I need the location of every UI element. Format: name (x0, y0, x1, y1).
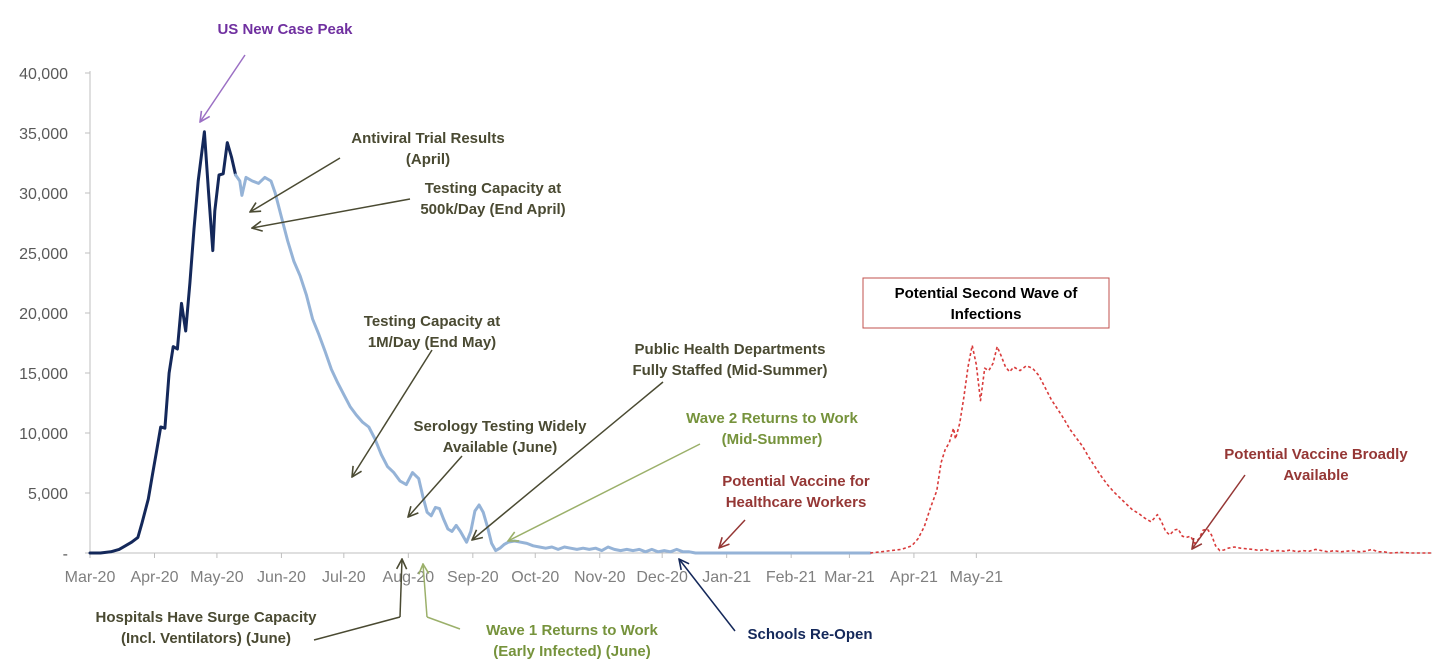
annotation-wave1: Wave 1 Returns to Work (Early Infected) (… (423, 564, 659, 660)
axes: - 5,000 10,000 15,000 20,000 25,000 30,000 35,0… (19, 66, 1432, 586)
annotation-line: Testing Capacity at (364, 313, 500, 330)
annotation-text: Testing Capacity at 1M/Day (End May) (364, 313, 500, 351)
annotation-arrow (1192, 474, 1246, 549)
y-tick-label: 30,000 (19, 186, 68, 203)
x-tick-label: May-21 (950, 569, 1003, 586)
annotation-public-health: Public Health Departments Fully Staffed (… (472, 341, 828, 540)
series-actual (88, 130, 238, 555)
series-layer (88, 130, 1432, 555)
annotation-text: Hospitals Have Surge Capacity (Incl. Vent… (96, 609, 318, 647)
x-tick-label: Mar-21 (824, 569, 875, 586)
x-tick-label: Jan-21 (702, 569, 751, 586)
annotation-line: Public Health Departments (635, 341, 826, 358)
annotation-text: Serology Testing Widely Available (June) (414, 418, 588, 456)
annotation-arrow (252, 198, 411, 228)
annotation-text: Potential Vaccine Broadly Available (1224, 446, 1408, 484)
annotation-line: Available (1283, 467, 1348, 484)
annotation-line: Potential Second Wave of (895, 285, 1079, 302)
annotation-vaccine-broad: Potential Vaccine Broadly Available (1192, 446, 1408, 549)
annotation-text: Potential Vaccine for Healthcare Workers (722, 473, 870, 511)
annotation-line: Available (June) (443, 439, 557, 456)
annotation-vaccine-hcw: Potential Vaccine for Healthcare Workers (719, 473, 870, 548)
annotation-line: Testing Capacity at (425, 180, 561, 197)
annotation-box (862, 277, 1110, 329)
x-tick-label: Apr-21 (890, 569, 938, 586)
annotation-arrow (250, 157, 341, 212)
annotation-arrow (679, 559, 736, 632)
annotation-arrow (719, 519, 746, 548)
annotation-testing-500k: Testing Capacity at 500k/Day (End April) (252, 180, 566, 228)
annotation-line: Wave 1 Returns to Work (486, 622, 658, 639)
annotation-second-wave: Potential Second Wave of Infections (862, 277, 1110, 329)
annotation-line: US New Case Peak (217, 21, 353, 38)
annotation-line: Healthcare Workers (726, 494, 867, 511)
annotation-line: 1M/Day (End May) (368, 334, 496, 351)
annotation-text: Schools Re-Open (747, 626, 872, 643)
x-tick-label: Nov-20 (574, 569, 626, 586)
x-tick-label: Mar-20 (65, 569, 116, 586)
y-tick-label: 10,000 (19, 426, 68, 443)
annotation-wave2: Wave 2 Returns to Work (Mid-Summer) (508, 410, 859, 541)
series-projected (234, 173, 872, 555)
annotation-arrow (472, 381, 664, 540)
annotation-text: Antiviral Trial Results (April) (351, 130, 504, 168)
x-tick-label: Sep-20 (447, 569, 499, 586)
annotation-line: (Early Infected) (June) (493, 643, 651, 660)
annotation-arrow (200, 54, 246, 122)
annotation-line: Wave 2 Returns to Work (686, 410, 858, 427)
x-tick-label: Aug-20 (383, 569, 435, 586)
annotation-arrow (352, 349, 433, 477)
annotation-text: Wave 2 Returns to Work (Mid-Summer) (686, 410, 858, 448)
annotation-line: Potential Vaccine Broadly (1224, 446, 1408, 463)
annotation-line: Potential Vaccine for (722, 473, 870, 490)
x-tick-label: Oct-20 (511, 569, 559, 586)
annotation-text: US New Case Peak (217, 21, 353, 38)
annotation-line: Schools Re-Open (747, 626, 872, 643)
x-tick-label: Jul-20 (322, 569, 366, 586)
annotation-testing-1m: Testing Capacity at 1M/Day (End May) (352, 313, 500, 477)
y-tick-label: 15,000 (19, 366, 68, 383)
x-tick-label: Jun-20 (257, 569, 306, 586)
y-tick-label: 40,000 (19, 66, 68, 83)
annotation-hospitals: Hospitals Have Surge Capacity (Incl. Vent… (96, 559, 402, 647)
annotation-arrow (423, 564, 427, 618)
annotation-line: 500k/Day (End April) (420, 201, 565, 218)
annotation-line: (Incl. Ventilators) (June) (121, 630, 291, 647)
annotation-line: (Mid-Summer) (722, 431, 823, 448)
annotation-serology: Serology Testing Widely Available (June) (408, 418, 587, 517)
annotation-arrow (313, 616, 401, 641)
annotation-arrow (400, 559, 402, 618)
y-tick-label: 35,000 (19, 126, 68, 143)
annotation-text: Testing Capacity at 500k/Day (End April) (420, 180, 565, 218)
series-second-wave (870, 344, 1432, 554)
x-tick-label: May-20 (190, 569, 243, 586)
y-tick-label: 20,000 (19, 306, 68, 323)
annotation-line: Serology Testing Widely (414, 418, 588, 435)
annotation-text: Public Health Departments Fully Staffed (… (632, 341, 827, 379)
annotation-line: Antiviral Trial Results (351, 130, 504, 147)
annotation-line: (April) (406, 151, 450, 168)
x-tick-label: Apr-20 (130, 569, 178, 586)
x-tick-label: Dec-20 (636, 569, 688, 586)
annotation-line: Fully Staffed (Mid-Summer) (632, 362, 827, 379)
annotation-arrow (508, 443, 701, 541)
y-tick-label: 5,000 (28, 486, 68, 503)
y-tick-label: 25,000 (19, 246, 68, 263)
annotation-layer: US New Case Peak Antiviral Trial Results (… (96, 21, 1409, 660)
annotation-arrow (426, 616, 461, 630)
annotation-antiviral: Antiviral Trial Results (April) (250, 130, 505, 212)
annotation-text: Potential Second Wave of Infections (895, 285, 1079, 323)
annotation-text: Wave 1 Returns to Work (Early Infected) (… (486, 622, 658, 660)
annotation-line: Hospitals Have Surge Capacity (96, 609, 318, 626)
annotation-us-peak: US New Case Peak (200, 21, 353, 122)
annotation-schools: Schools Re-Open (679, 559, 873, 643)
annotation-arrow (408, 455, 463, 517)
x-tick-label: Feb-21 (766, 569, 817, 586)
annotation-line: Infections (951, 306, 1022, 323)
y-tick-label: - (63, 546, 68, 563)
